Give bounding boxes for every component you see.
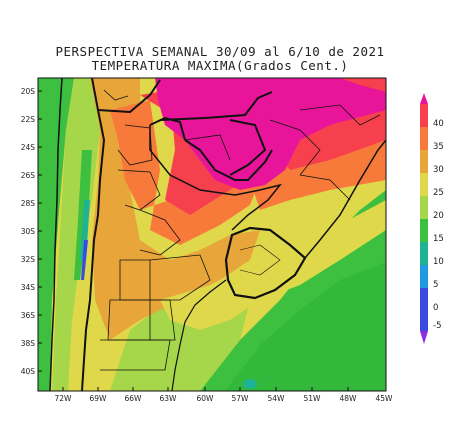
colorbar-swatch — [420, 173, 428, 196]
colorbar-label: 5 — [433, 280, 438, 290]
lat-label: 20S — [21, 87, 36, 96]
lat-label: 34S — [21, 283, 36, 292]
colorbar-label: 10 — [433, 257, 444, 267]
lon-label: 60W — [197, 394, 215, 403]
lon-label: 69W — [90, 394, 108, 403]
colorbar-label: 35 — [433, 142, 444, 152]
colorbar-label: 30 — [433, 165, 444, 175]
colorbar-swatch — [420, 242, 428, 265]
lon-label: 51W — [304, 394, 322, 403]
lon-label: 63W — [160, 394, 178, 403]
colorbar-top-arrow — [420, 93, 428, 104]
latitude-axis: 20S 22S 24S 26S 28S 30S 32S 34S 36S 38S … — [21, 87, 42, 376]
colorbar-label: -5 — [433, 321, 441, 331]
lon-label: 54W — [268, 394, 286, 403]
colorbar-swatch — [420, 288, 428, 331]
colorbar-label: 25 — [433, 188, 444, 198]
lat-label: 30S — [21, 227, 36, 236]
colorbar-swatch — [420, 196, 428, 219]
lon-label: 45W — [376, 394, 394, 403]
lat-label: 32S — [21, 255, 36, 264]
lat-label: 36S — [21, 311, 36, 320]
lon-label: 72W — [55, 394, 73, 403]
lat-label: 24S — [21, 143, 36, 152]
colorbar-swatch — [420, 219, 428, 242]
colorbar-swatch — [420, 104, 428, 127]
colorbar: 40 35 30 25 20 15 10 5 0 -5 — [420, 93, 444, 344]
lat-label: 28S — [21, 199, 36, 208]
longitude-axis: 72W 69W 66W 63W 60W 57W 54W 51W 48W 45W — [55, 387, 394, 403]
colorbar-label: 20 — [433, 211, 444, 221]
map-title: PERSPECTIVA SEMANAL 30/09 al 6/10 de 202… — [55, 44, 385, 59]
map-subtitle: TEMPERATURA MAXIMA(Grados Cent.) — [91, 58, 349, 73]
lon-label: 57W — [232, 394, 250, 403]
lat-label: 22S — [21, 115, 36, 124]
colorbar-bottom-arrow — [420, 331, 428, 344]
lon-label: 48W — [340, 394, 358, 403]
map-frame — [37, 77, 387, 392]
colorbar-label: 15 — [433, 234, 444, 244]
colorbar-label: 0 — [433, 303, 438, 313]
colorbar-swatch — [420, 127, 428, 150]
lon-label: 66W — [125, 394, 143, 403]
lat-label: 26S — [21, 171, 36, 180]
colorbar-swatch — [420, 150, 428, 173]
colorbar-label: 40 — [433, 119, 444, 129]
lat-label: 38S — [21, 339, 36, 348]
lat-label: 40S — [21, 367, 36, 376]
temperature-field — [38, 78, 386, 391]
colorbar-swatch — [420, 265, 428, 288]
political-borders — [49, 78, 386, 391]
